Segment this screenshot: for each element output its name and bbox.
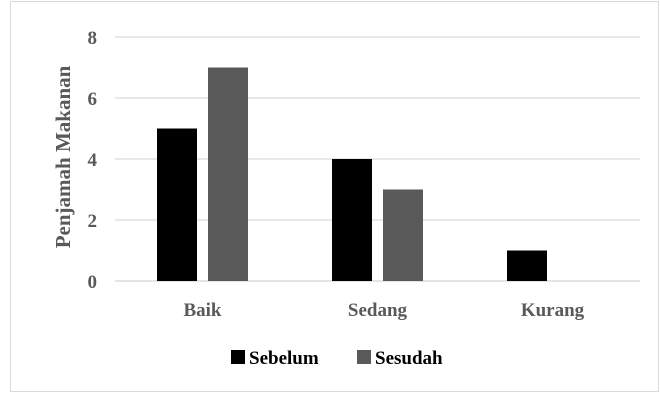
gridlines bbox=[115, 36, 640, 282]
legend-label-sesudah: Sesudah bbox=[375, 348, 443, 369]
bar-sebelum-sedang bbox=[332, 159, 372, 281]
bars bbox=[157, 67, 547, 281]
bar-sesudah-sedang bbox=[383, 189, 423, 281]
legend-swatch-sesudah bbox=[357, 350, 371, 364]
legend-label-sebelum: Sebelum bbox=[249, 348, 319, 369]
bar-sesudah-baik bbox=[208, 67, 248, 281]
legend-swatch-sebelum bbox=[231, 350, 245, 364]
y-tick-label: 0 bbox=[88, 272, 98, 293]
y-tick-labels: 0 2 4 6 8 bbox=[88, 28, 98, 293]
x-category-label: Sedang bbox=[348, 300, 408, 321]
x-category-label: Kurang bbox=[521, 300, 585, 321]
legend: Sebelum Sesudah bbox=[231, 348, 443, 369]
x-category-labels: Baik Sedang Kurang bbox=[183, 300, 584, 321]
y-tick-label: 2 bbox=[88, 211, 98, 232]
y-tick-label: 8 bbox=[88, 28, 98, 49]
y-tick-label: 6 bbox=[88, 89, 98, 110]
y-tick-label: 4 bbox=[88, 150, 98, 171]
bar-sebelum-baik bbox=[157, 128, 197, 281]
bar-sebelum-kurang bbox=[507, 250, 547, 281]
x-category-label: Baik bbox=[183, 300, 221, 321]
y-axis-title: Penjamah Makanan bbox=[51, 65, 75, 248]
